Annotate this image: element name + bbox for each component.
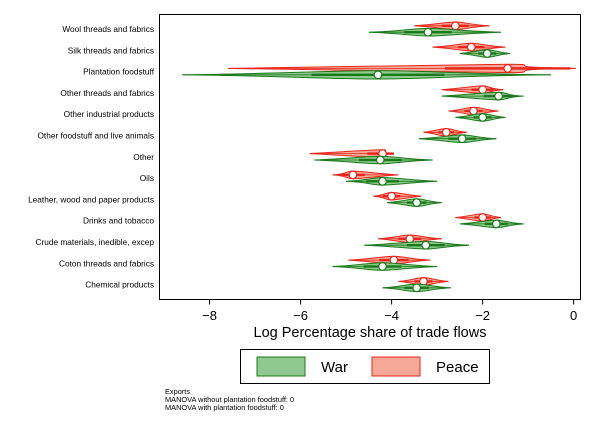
note-manova-without: MANOVA without plantation foodstuff: 0 bbox=[165, 395, 295, 404]
peace-other-industrial-products-median-marker bbox=[469, 106, 478, 116]
peace-crude-materials-inedible-excep-median-marker bbox=[405, 234, 415, 244]
x-axis: −8 −6 −4 −2 0 bbox=[202, 299, 577, 323]
peace-wool-threads-and-fabrics-median-marker bbox=[450, 21, 460, 31]
category-label-crude-materials-inedible-excep: Crude materials, inedible, excep bbox=[35, 237, 154, 247]
peace-drinks-and-tobacco-median-marker bbox=[478, 213, 488, 222]
category-label-coton-threads-and-fabrics: Coton threads and fabrics bbox=[59, 258, 154, 268]
violin-group-other bbox=[309, 149, 433, 165]
note-exports: Exports bbox=[165, 387, 191, 396]
category-label-other-foodstuff-and-live-animals: Other foodstuff and live animals bbox=[37, 131, 154, 141]
war-silk-threads-and-fabrics-median-marker bbox=[482, 49, 492, 58]
peace-silk-threads-and-fabrics-median-marker bbox=[466, 42, 476, 52]
violin-group-other-threads-and-fabrics bbox=[441, 85, 524, 101]
war-plantation-foodstuff-median-marker bbox=[373, 70, 383, 80]
x-tick-label-0: 0 bbox=[570, 308, 577, 323]
plot-frame bbox=[159, 14, 581, 300]
legend-swatch-war bbox=[256, 356, 306, 377]
category-label-drinks-and-tobacco: Drinks and tobacco bbox=[83, 216, 154, 226]
peace-oils-median-marker bbox=[348, 170, 358, 180]
peace-other-foodstuff-and-live-animals-median-marker bbox=[441, 127, 451, 137]
war-crude-materials-inedible-excep-median-marker bbox=[421, 240, 431, 250]
war-chemical-products-median-marker bbox=[412, 283, 422, 293]
violin-group-chemical-products bbox=[382, 277, 451, 293]
war-wool-threads-and-fabrics-median-marker bbox=[423, 27, 433, 37]
peace-other-threads-and-fabrics-median-marker bbox=[478, 85, 488, 95]
category-label-other: Other bbox=[133, 152, 154, 162]
violin-group-leather-wood-and-paper-products bbox=[373, 191, 442, 208]
violin-group-crude-materials-inedible-excep bbox=[364, 234, 470, 250]
legend: War Peace bbox=[240, 349, 490, 384]
x-tick-label-m2: −2 bbox=[475, 308, 490, 323]
violin-group-drinks-and-tobacco bbox=[455, 213, 524, 229]
category-label-oils: Oils bbox=[140, 173, 154, 183]
war-other-median-marker bbox=[375, 155, 385, 165]
violin-group-oils bbox=[332, 170, 438, 186]
violin-group-wool-threads-and-fabrics bbox=[368, 21, 501, 37]
category-label-plantation-foodstuff: Plantation foodstuff bbox=[83, 67, 155, 77]
violin-group-other-foodstuff-and-live-animals bbox=[418, 127, 497, 144]
x-tick-label-m6: −6 bbox=[293, 308, 308, 323]
legend-label-war: War bbox=[321, 359, 348, 376]
category-label-wool-threads-and-fabrics: Wool threads and fabrics bbox=[62, 24, 154, 34]
war-other-foodstuff-and-live-animals-median-marker bbox=[457, 134, 467, 144]
category-label-leather-wood-and-paper-products: Leather, wood and paper products bbox=[28, 194, 154, 204]
category-label-silk-threads-and-fabrics: Silk threads and fabrics bbox=[68, 45, 154, 55]
peace-leather-wood-and-paper-products-median-marker bbox=[387, 191, 397, 201]
category-labels: Wool threads and fabrics Silk threads and… bbox=[28, 24, 155, 290]
note-manova-with: MANOVA with plantation foodstuff: 0 bbox=[165, 403, 284, 412]
violin-group-plantation-foodstuff bbox=[182, 63, 576, 80]
war-drinks-and-tobacco-median-marker bbox=[491, 219, 501, 229]
war-other-industrial-products-median-marker bbox=[478, 112, 488, 122]
peace-plantation-foodstuff-median-marker bbox=[503, 63, 513, 73]
legend-label-peace: Peace bbox=[436, 359, 479, 376]
violin-group-silk-threads-and-fabrics bbox=[432, 42, 510, 58]
war-other-threads-and-fabrics-median-marker bbox=[494, 91, 503, 101]
legend-swatch-peace bbox=[371, 356, 421, 377]
violin-group-coton-threads-and-fabrics bbox=[332, 255, 438, 271]
war-oils-median-marker bbox=[378, 176, 387, 186]
chart-marks bbox=[182, 21, 576, 293]
category-label-other-threads-and-fabrics: Other threads and fabrics bbox=[60, 88, 154, 98]
x-axis-label: Log Percentage share of trade flows bbox=[254, 325, 487, 341]
x-tick-label-m4: −4 bbox=[384, 308, 399, 323]
x-tick-label-m8: −8 bbox=[202, 308, 217, 323]
violin-group-other-industrial-products bbox=[448, 106, 506, 122]
war-leather-wood-and-paper-products-median-marker bbox=[412, 198, 422, 208]
war-coton-threads-and-fabrics-median-marker bbox=[378, 262, 387, 271]
category-label-chemical-products: Chemical products bbox=[85, 280, 154, 290]
category-label-other-industrial-products: Other industrial products bbox=[64, 109, 154, 119]
